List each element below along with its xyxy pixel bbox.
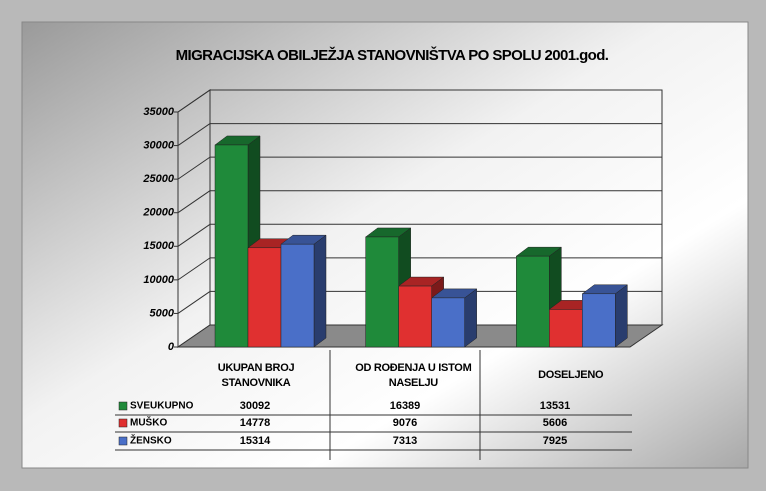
- x-tick-label: OD ROĐENJA U ISTOM NASELJU: [355, 362, 472, 389]
- bar: [582, 293, 616, 348]
- x-tick-label: DOSELJENO: [538, 369, 604, 381]
- legend-swatch: [118, 418, 128, 428]
- y-tick-label: 0: [168, 341, 175, 353]
- bar: [365, 236, 399, 348]
- table-value: 14778: [240, 417, 271, 429]
- grid-line: [177, 156, 211, 180]
- table-value: 30092: [240, 400, 271, 412]
- bar-side: [464, 288, 477, 348]
- legend-swatch: [118, 436, 128, 446]
- y-tick-label: 10000: [143, 274, 174, 286]
- bar: [280, 243, 315, 348]
- grid-line: [177, 257, 211, 281]
- table-value: 16389: [390, 400, 421, 412]
- bar: [247, 247, 282, 348]
- x-tick-label: UKUPAN BROJ STANOVNIKA: [217, 362, 295, 389]
- legend-label: MUŠKO: [130, 416, 167, 429]
- grid-line: [177, 223, 211, 247]
- table-value: 5606: [543, 417, 567, 429]
- chart-title: MIGRACIJSKA OBILJEŽJA STANOVNIŠTVA PO SP…: [176, 46, 609, 64]
- table-value: 7313: [393, 435, 417, 447]
- bar-side: [313, 234, 327, 348]
- table-value: 13531: [540, 400, 571, 412]
- grid-line: [177, 190, 211, 214]
- y-tick-label: 15000: [143, 240, 174, 252]
- legend-swatch: [118, 401, 128, 411]
- legend-label: SVEUKUPNO: [130, 401, 194, 412]
- bar-side: [615, 284, 628, 348]
- grid-line: [177, 123, 211, 146]
- table-value: 7925: [543, 435, 567, 447]
- bar: [516, 255, 550, 348]
- table-value: 15314: [240, 435, 271, 447]
- y-tick-label: 30000: [143, 139, 174, 151]
- grid-line: [177, 89, 211, 113]
- table-value: 9076: [393, 417, 417, 429]
- y-tick-label: 20000: [142, 207, 174, 219]
- bar: [214, 144, 249, 348]
- legend-label: ŽENSKO: [130, 434, 172, 447]
- grid-line: [177, 291, 211, 314]
- y-tick-label: 35000: [143, 106, 174, 118]
- bar: [549, 309, 583, 348]
- y-tick-label: 5000: [150, 307, 175, 319]
- bar: [431, 297, 465, 348]
- y-tick-label: 25000: [142, 173, 174, 185]
- bar: [398, 285, 432, 348]
